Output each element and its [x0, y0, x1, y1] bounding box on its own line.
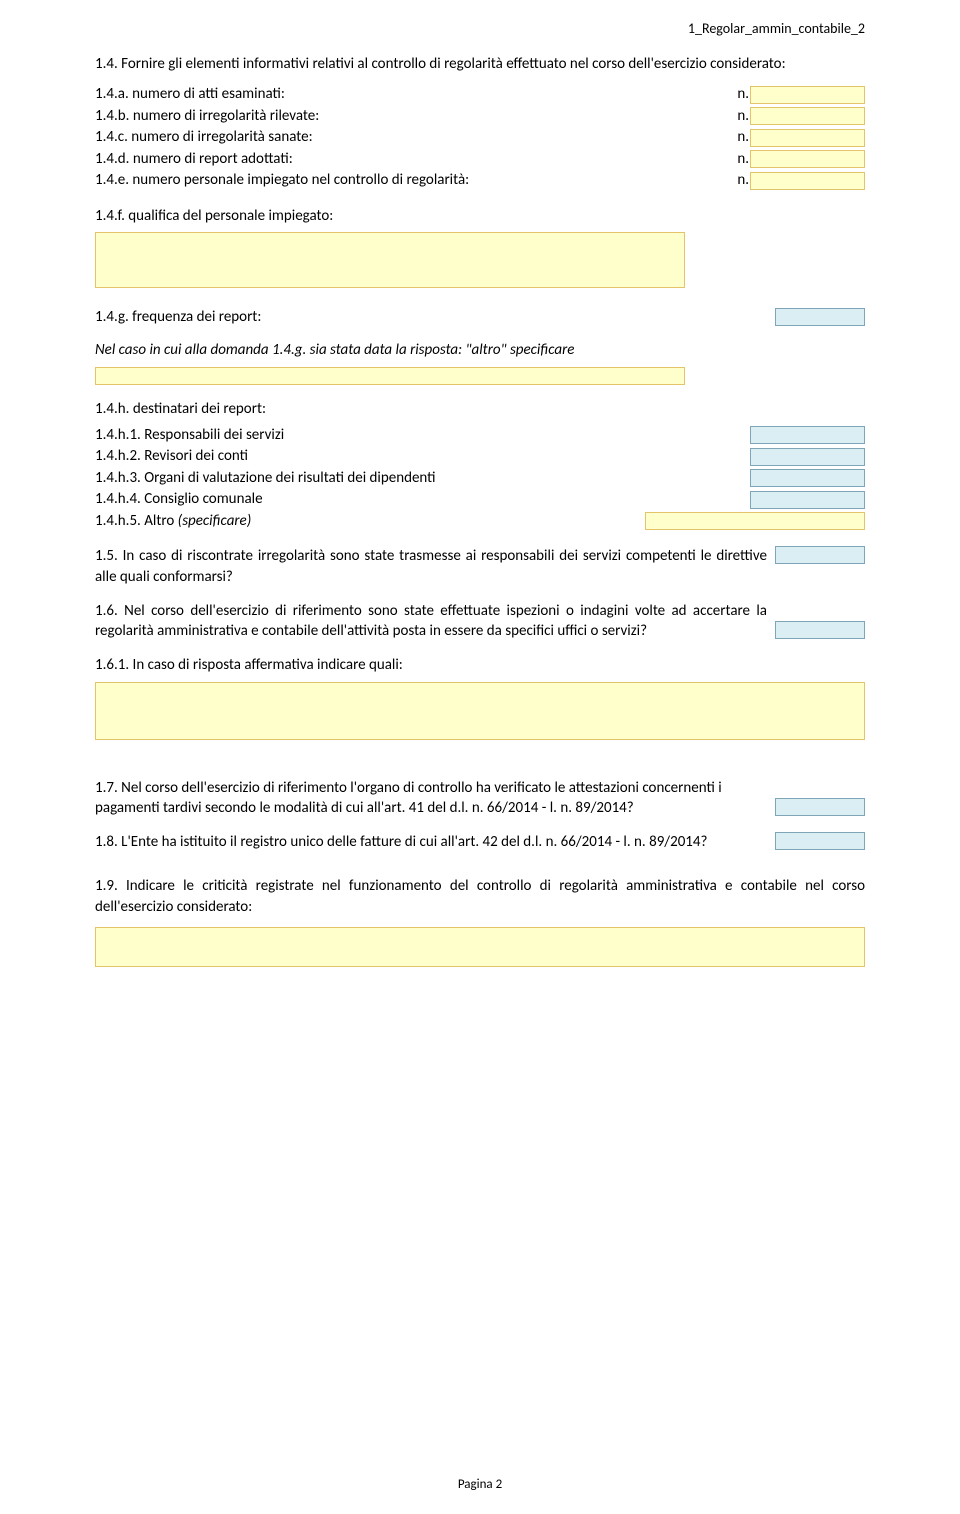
q15-row: 1.5. In caso di riscontrate irregolarità… [95, 546, 865, 587]
q17-text: 1.7. Nel corso dell'esercizio di riferim… [95, 778, 775, 819]
input-blue[interactable] [750, 469, 865, 487]
q14-row-prefix: n. [737, 149, 750, 171]
q14-row-prefix: n. [737, 170, 750, 192]
textarea-yellow-short[interactable] [95, 927, 865, 967]
input-yellow[interactable] [750, 172, 865, 190]
q17-row: 1.7. Nel corso dell'esercizio di riferim… [95, 778, 865, 819]
q14h-row: 1.4.h.5. Altro (specificare) [95, 511, 865, 533]
q15-text: 1.5. In caso di riscontrate irregolarità… [95, 546, 775, 587]
q161-label: 1.6.1. In caso di risposta affermativa i… [95, 655, 865, 675]
q16-row: 1.6. Nel corso dell'esercizio di riferim… [95, 601, 865, 642]
input-yellow[interactable] [750, 107, 865, 125]
q14-row-prefix: n. [737, 127, 750, 149]
q18-text: 1.8. L'Ente ha istituito il registro uni… [95, 832, 775, 852]
q14-row: 1.4.d. numero di report adottati: n. [95, 149, 865, 171]
q14-row: 1.4.c. numero di irregolarità sanate: n. [95, 127, 865, 149]
input-blue[interactable] [775, 546, 865, 564]
input-yellow-wide[interactable] [95, 367, 685, 385]
q14-row-label: 1.4.a. numero di atti esaminati: [95, 84, 737, 106]
q14h-table: 1.4.h.1. Responsabili dei servizi 1.4.h.… [95, 425, 865, 533]
input-blue[interactable] [750, 448, 865, 466]
input-blue[interactable] [775, 798, 865, 816]
q14h-item-label: 1.4.h.1. Responsabili dei servizi [95, 425, 645, 447]
q14-row-prefix: n. [737, 84, 750, 106]
q14-row: 1.4.a. numero di atti esaminati: n. [95, 84, 865, 106]
q14h-item-label: 1.4.h.3. Organi di valutazione dei risul… [95, 468, 645, 490]
q14h-row: 1.4.h.1. Responsabili dei servizi [95, 425, 865, 447]
q14-row-label: 1.4.d. numero di report adottati: [95, 149, 737, 171]
header-doc-ref: 1_Regolar_ammin_contabile_2 [688, 20, 865, 37]
q14g-note: Nel caso in cui alla domanda 1.4.g. sia … [95, 340, 865, 360]
input-blue[interactable] [750, 426, 865, 444]
textarea-yellow-full[interactable] [95, 682, 865, 740]
q14-row-label: 1.4.c. numero di irregolarità sanate: [95, 127, 737, 149]
input-yellow[interactable] [750, 86, 865, 104]
q14-row: 1.4.b. numero di irregolarità rilevate: … [95, 106, 865, 128]
q18-row: 1.8. L'Ente ha istituito il registro uni… [95, 832, 865, 852]
input-yellow[interactable] [750, 150, 865, 168]
q14h-item-label: 1.4.h.2. Revisori dei conti [95, 446, 645, 468]
input-yellow-long[interactable] [645, 512, 865, 530]
q14-row-prefix: n. [737, 106, 750, 128]
page: 1_Regolar_ammin_contabile_2 1.4. Fornire… [0, 0, 960, 1514]
input-blue[interactable] [750, 491, 865, 509]
input-blue[interactable] [775, 832, 865, 850]
q14f-label: 1.4.f. qualifica del personale impiegato… [95, 206, 865, 226]
q14h-item-label: 1.4.h.4. Consiglio comunale [95, 489, 645, 511]
q19-text: 1.9. Indicare le criticità registrate ne… [95, 876, 865, 917]
page-footer: Pagina 2 [0, 1477, 960, 1492]
q14g-label: 1.4.g. frequenza dei report: [95, 308, 775, 326]
q14-intro: 1.4. Fornire gli elementi informativi re… [95, 54, 865, 74]
input-blue[interactable] [775, 621, 865, 639]
textarea-yellow[interactable] [95, 232, 685, 288]
q14h-row: 1.4.h.3. Organi di valutazione dei risul… [95, 468, 865, 490]
q14h-label: 1.4.h. destinatari dei report: [95, 399, 865, 419]
q16-text: 1.6. Nel corso dell'esercizio di riferim… [95, 601, 775, 642]
q14-row: 1.4.e. numero personale impiegato nel co… [95, 170, 865, 192]
input-blue[interactable] [775, 308, 865, 326]
q14h-item-label: 1.4.h.5. Altro (specificare) [95, 512, 251, 530]
q14-row-label: 1.4.b. numero di irregolarità rilevate: [95, 106, 737, 128]
q14g-row: 1.4.g. frequenza dei report: [95, 308, 865, 326]
q14h-row: 1.4.h.4. Consiglio comunale [95, 489, 865, 511]
q14-row-label: 1.4.e. numero personale impiegato nel co… [95, 170, 737, 192]
q14-table: 1.4.a. numero di atti esaminati: n. 1.4.… [95, 84, 865, 192]
input-yellow[interactable] [750, 129, 865, 147]
q14h-row: 1.4.h.2. Revisori dei conti [95, 446, 865, 468]
